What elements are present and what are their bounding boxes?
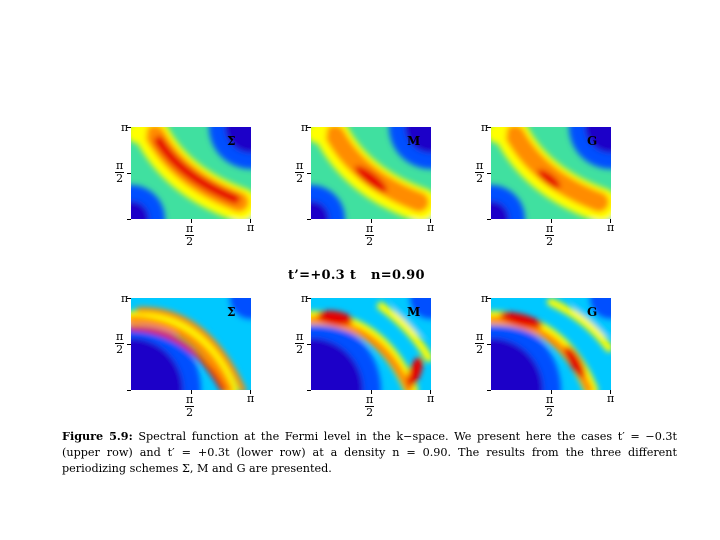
- spectral-panel: [131, 127, 251, 219]
- spectral-panel: [491, 127, 611, 219]
- axis-tick: [191, 390, 192, 394]
- heatmap-svg: [311, 298, 431, 390]
- tprime-label: t’=+0.3 t: [288, 268, 357, 283]
- axis-tick: [610, 390, 611, 394]
- axis-tick: [307, 344, 311, 345]
- x-axis-pi-label: π: [247, 392, 255, 405]
- x-axis-pi-label: π: [607, 392, 615, 405]
- axis-tick: [487, 127, 491, 128]
- axis-tick: [430, 390, 431, 394]
- axis-tick: [487, 298, 491, 299]
- axis-tick: [551, 390, 552, 394]
- axis-tick: [191, 219, 192, 223]
- scheme-label: Σ: [227, 305, 236, 319]
- axis-tick: [307, 390, 311, 391]
- axis-tick: [551, 219, 552, 223]
- spectral-panel: [311, 127, 431, 219]
- axis-tick: [307, 173, 311, 174]
- x-axis-pi-label: π: [427, 221, 435, 234]
- axis-tick: [307, 127, 311, 128]
- scheme-label: Σ: [227, 134, 236, 148]
- y-axis-pi-label: π: [301, 121, 309, 134]
- axis-tick: [610, 219, 611, 223]
- density-label: n=0.90: [371, 268, 425, 283]
- caption-label: Figure 5.9:: [62, 429, 133, 443]
- axis-tick: [307, 298, 311, 299]
- heatmap-svg: [131, 127, 251, 219]
- axis-tick: [487, 344, 491, 345]
- y-axis-pi-label: π: [481, 121, 489, 134]
- axis-tick: [127, 390, 131, 391]
- axis-tick: [127, 173, 131, 174]
- spectral-panel: [131, 298, 251, 390]
- x-axis-pi-label: π: [247, 221, 255, 234]
- axis-tick: [127, 127, 131, 128]
- spectral-panel: [311, 298, 431, 390]
- scheme-label: M: [407, 134, 421, 148]
- axis-tick: [250, 219, 251, 223]
- figure-caption: Figure 5.9: Spectral function at the Fer…: [62, 428, 677, 477]
- scheme-label: M: [407, 305, 421, 319]
- y-axis-pi-label: π: [121, 121, 129, 134]
- y-axis-pi-label: π: [481, 292, 489, 305]
- axis-tick: [430, 219, 431, 223]
- heatmap-svg: [311, 127, 431, 219]
- axis-tick: [250, 390, 251, 394]
- axis-tick: [371, 219, 372, 223]
- x-axis-pi-label: π: [607, 221, 615, 234]
- heatmap-svg: [491, 298, 611, 390]
- middle-title: t’=+0.3 t n=0.90: [288, 268, 435, 283]
- heatmap-svg: [131, 298, 251, 390]
- axis-tick: [307, 219, 311, 220]
- axis-tick: [487, 390, 491, 391]
- axis-tick: [127, 344, 131, 345]
- scheme-label: G: [587, 305, 598, 319]
- axis-tick: [127, 298, 131, 299]
- spectral-panel: [491, 298, 611, 390]
- caption-text: Spectral function at the Fermi level in …: [62, 430, 677, 475]
- scheme-label: G: [587, 134, 598, 148]
- x-axis-pi-label: π: [427, 392, 435, 405]
- axis-tick: [127, 219, 131, 220]
- axis-tick: [487, 173, 491, 174]
- heatmap-svg: [491, 127, 611, 219]
- y-axis-pi-label: π: [121, 292, 129, 305]
- axis-tick: [487, 219, 491, 220]
- axis-tick: [371, 390, 372, 394]
- y-axis-pi-label: π: [301, 292, 309, 305]
